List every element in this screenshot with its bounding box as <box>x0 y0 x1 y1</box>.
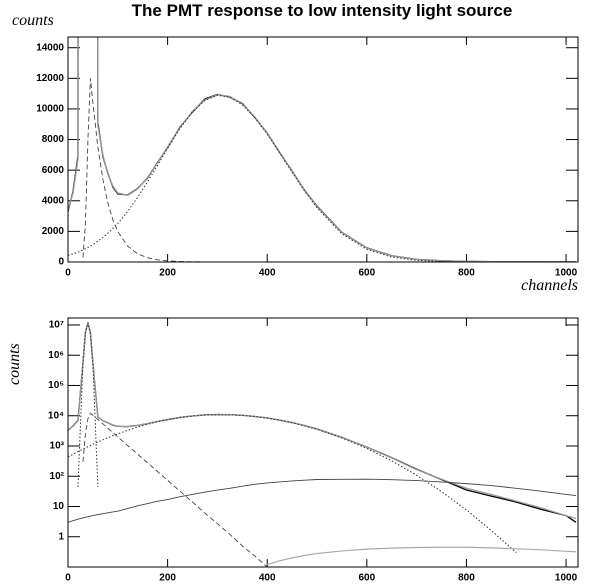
series-line <box>68 94 517 262</box>
y-tick-label: 8000 <box>42 134 65 145</box>
y-axis-label: counts <box>12 12 54 29</box>
y-tick-label: 1 <box>58 531 64 542</box>
x-tick-label: 0 <box>65 268 71 279</box>
x-tick-label: 600 <box>358 268 375 279</box>
plot-frame <box>67 317 579 568</box>
x-tick-label: 600 <box>358 573 375 584</box>
y-tick-label: 4000 <box>42 195 65 206</box>
y-tick-label: 2000 <box>42 226 65 237</box>
x-tick-label: 1000 <box>555 268 578 279</box>
series-line <box>68 478 577 523</box>
x-axis-label: channels <box>521 582 578 584</box>
x-tick-label: 1000 <box>555 573 578 584</box>
y-axis-label: counts <box>6 343 23 385</box>
x-tick-label: 400 <box>259 573 276 584</box>
y-tick-label: 10² <box>50 471 65 482</box>
series-line <box>68 37 577 262</box>
y-tick-label: 0 <box>58 257 64 268</box>
y-tick-label: 10 <box>53 501 65 512</box>
series-line <box>267 546 577 566</box>
x-tick-label: 0 <box>65 573 71 584</box>
y-tick-label: 10000 <box>36 104 64 115</box>
y-tick-label: 10⁵ <box>48 380 64 391</box>
y-tick-label: 6000 <box>42 165 65 176</box>
x-tick-label: 400 <box>259 268 276 279</box>
y-tick-label: 10³ <box>50 441 65 452</box>
plot-frame <box>67 36 579 263</box>
y-tick-label: 12000 <box>36 73 64 84</box>
series-line <box>82 78 268 262</box>
y-tick-label: 10⁷ <box>49 320 64 331</box>
series-line <box>68 414 517 553</box>
chart-title: The PMT response to low intensity light … <box>132 1 513 20</box>
x-tick-label: 200 <box>159 268 176 279</box>
x-tick-label: 800 <box>458 268 475 279</box>
series-line <box>68 37 577 262</box>
series-line <box>68 322 577 520</box>
y-tick-label: 14000 <box>36 42 64 53</box>
y-tick-label: 10⁶ <box>48 350 64 361</box>
x-tick-label: 800 <box>458 573 475 584</box>
y-tick-label: 10⁴ <box>48 410 64 421</box>
x-axis-label: channels <box>521 277 578 294</box>
series-line <box>68 322 577 523</box>
series-line <box>82 412 268 567</box>
x-tick-label: 200 <box>159 573 176 584</box>
series-line <box>77 322 99 488</box>
